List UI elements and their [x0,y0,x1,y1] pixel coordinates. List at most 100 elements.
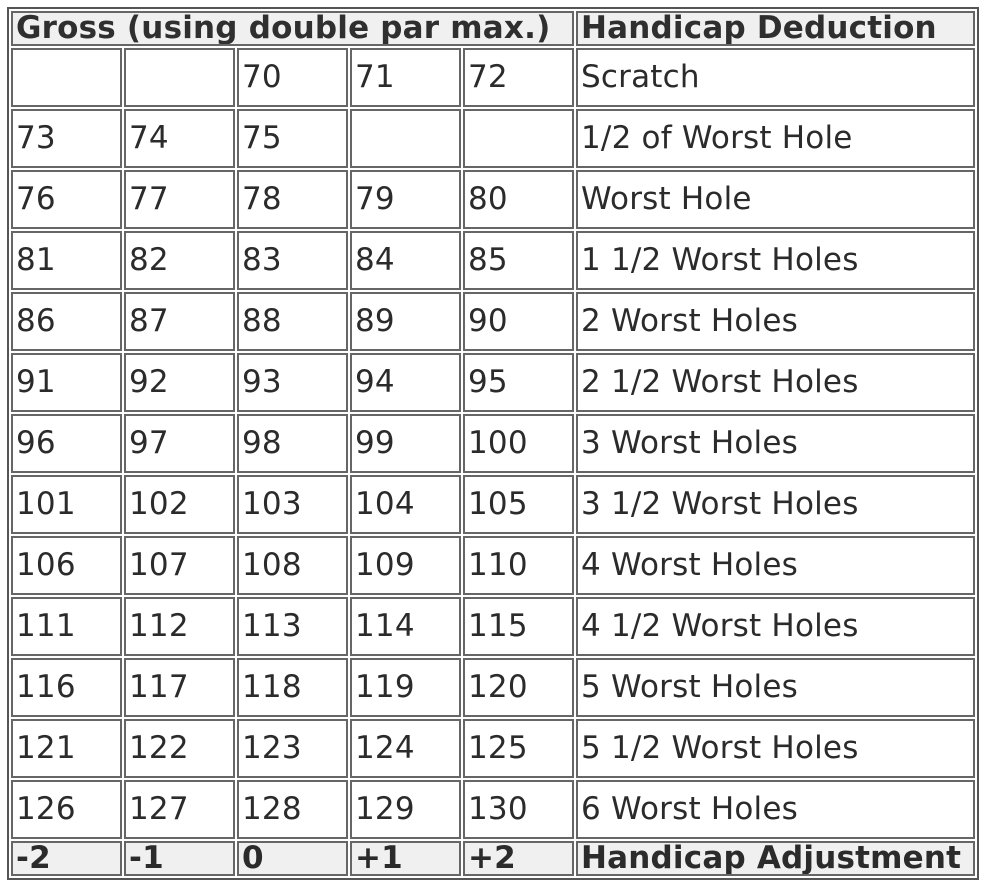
gross-score-cell: 115 [463,597,574,656]
gross-score-cell: 119 [350,658,461,717]
gross-score-cell: 107 [124,536,235,595]
gross-score-cell: 108 [237,536,348,595]
gross-score-cell: 101 [11,475,122,534]
table-row: 106 107 108 109 110 4 Worst Holes [11,536,975,595]
gross-score-cell: 78 [237,170,348,229]
gross-score-cell: 98 [237,414,348,473]
adjustment-cell: +1 [350,841,461,876]
gross-score-cell: 95 [463,353,574,412]
table-row: 111 112 113 114 115 4 1/2 Worst Holes [11,597,975,656]
gross-score-cell: 116 [11,658,122,717]
gross-column-header: Gross (using double par max.) [11,11,574,46]
gross-score-cell: 99 [350,414,461,473]
gross-score-cell: 112 [124,597,235,656]
handicap-table: Gross (using double par max.) Handicap D… [9,9,977,878]
gross-score-cell: 91 [11,353,122,412]
gross-score-cell: 110 [463,536,574,595]
gross-score-cell: 87 [124,292,235,351]
adjustment-cell: -1 [124,841,235,876]
handicap-table-container: Gross (using double par max.) Handicap D… [7,7,979,880]
gross-score-cell: 75 [237,109,348,168]
gross-score-cell: 70 [237,48,348,107]
gross-score-cell: 73 [11,109,122,168]
gross-score-cell: 113 [237,597,348,656]
gross-score-cell: 97 [124,414,235,473]
table-row: 73 74 75 1/2 of Worst Hole [11,109,975,168]
deduction-cell: Scratch [576,48,975,107]
gross-score-cell: 125 [463,719,574,778]
gross-score-cell: 127 [124,780,235,839]
gross-score-cell: 122 [124,719,235,778]
deduction-column-header: Handicap Deduction [576,11,975,46]
gross-score-cell: 77 [124,170,235,229]
deduction-cell: 3 1/2 Worst Holes [576,475,975,534]
adjustment-cell: 0 [237,841,348,876]
gross-score-cell: 79 [350,170,461,229]
deduction-cell: 1/2 of Worst Hole [576,109,975,168]
gross-score-cell: 126 [11,780,122,839]
gross-score-cell: 104 [350,475,461,534]
gross-score-cell: 71 [350,48,461,107]
gross-score-cell: 76 [11,170,122,229]
gross-score-cell: 89 [350,292,461,351]
table-row: 121 122 123 124 125 5 1/2 Worst Holes [11,719,975,778]
deduction-cell: 2 Worst Holes [576,292,975,351]
deduction-cell: 4 Worst Holes [576,536,975,595]
gross-score-cell: 96 [11,414,122,473]
gross-score-cell: 84 [350,231,461,290]
gross-score-cell: 121 [11,719,122,778]
deduction-cell: 3 Worst Holes [576,414,975,473]
gross-score-cell: 88 [237,292,348,351]
gross-score-cell: 81 [11,231,122,290]
deduction-cell: 5 1/2 Worst Holes [576,719,975,778]
table-row: 96 97 98 99 100 3 Worst Holes [11,414,975,473]
adjustment-label: Handicap Adjustment [576,841,975,876]
gross-score-cell: 114 [350,597,461,656]
deduction-cell: 2 1/2 Worst Holes [576,353,975,412]
gross-score-cell: 130 [463,780,574,839]
gross-score-cell: 111 [11,597,122,656]
gross-score-cell: 109 [350,536,461,595]
table-row: 81 82 83 84 85 1 1/2 Worst Holes [11,231,975,290]
gross-score-cell: 124 [350,719,461,778]
table-row: 116 117 118 119 120 5 Worst Holes [11,658,975,717]
deduction-cell: 1 1/2 Worst Holes [576,231,975,290]
table-row: 91 92 93 94 95 2 1/2 Worst Holes [11,353,975,412]
table-row: 70 71 72 Scratch [11,48,975,107]
gross-score-cell: 129 [350,780,461,839]
gross-score-cell: 80 [463,170,574,229]
gross-score-cell [463,109,574,168]
table-row: 101 102 103 104 105 3 1/2 Worst Holes [11,475,975,534]
gross-score-cell: 128 [237,780,348,839]
deduction-cell: 5 Worst Holes [576,658,975,717]
deduction-cell: 4 1/2 Worst Holes [576,597,975,656]
table-row: 76 77 78 79 80 Worst Hole [11,170,975,229]
gross-score-cell [124,48,235,107]
adjustment-cell: +2 [463,841,574,876]
table-header-row: Gross (using double par max.) Handicap D… [11,11,975,46]
gross-score-cell: 105 [463,475,574,534]
gross-score-cell: 93 [237,353,348,412]
gross-score-cell: 100 [463,414,574,473]
gross-score-cell [11,48,122,107]
deduction-cell: 6 Worst Holes [576,780,975,839]
gross-score-cell: 92 [124,353,235,412]
gross-score-cell: 118 [237,658,348,717]
gross-score-cell: 90 [463,292,574,351]
gross-score-cell: 94 [350,353,461,412]
gross-score-cell: 103 [237,475,348,534]
table-body: 70 71 72 Scratch 73 74 75 1/2 of Worst Hole 76 77… [11,48,975,839]
gross-score-cell: 120 [463,658,574,717]
gross-score-cell: 83 [237,231,348,290]
gross-score-cell: 86 [11,292,122,351]
gross-score-cell: 123 [237,719,348,778]
gross-score-cell: 117 [124,658,235,717]
gross-score-cell [350,109,461,168]
gross-score-cell: 72 [463,48,574,107]
gross-score-cell: 106 [11,536,122,595]
adjustment-row: -2 -1 0 +1 +2 Handicap Adjustment [11,841,975,876]
gross-score-cell: 82 [124,231,235,290]
deduction-cell: Worst Hole [576,170,975,229]
adjustment-cell: -2 [11,841,122,876]
gross-score-cell: 102 [124,475,235,534]
